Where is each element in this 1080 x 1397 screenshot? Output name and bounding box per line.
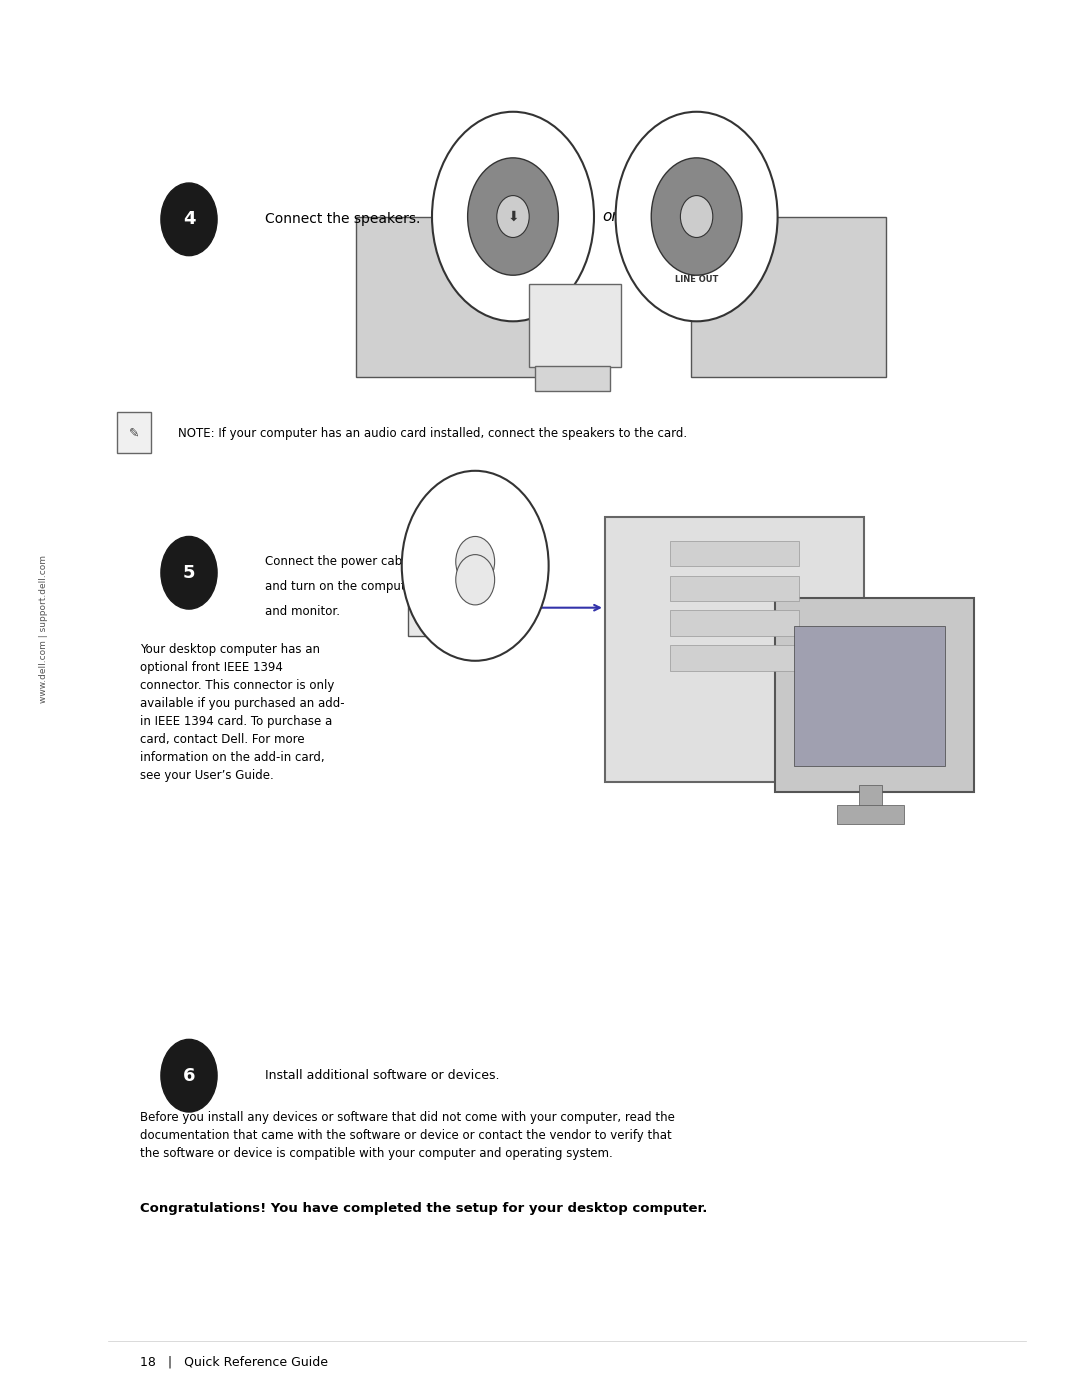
Circle shape [456, 555, 495, 605]
Circle shape [446, 587, 472, 620]
Text: or: or [603, 210, 618, 224]
Circle shape [161, 1039, 217, 1112]
Text: Connect the power cables: Connect the power cables [265, 555, 418, 569]
Circle shape [432, 112, 594, 321]
FancyBboxPatch shape [691, 217, 886, 377]
FancyBboxPatch shape [356, 217, 551, 377]
FancyBboxPatch shape [837, 805, 904, 824]
FancyBboxPatch shape [670, 541, 799, 566]
Text: Before you install any devices or software that did not come with your computer,: Before you install any devices or softwa… [140, 1111, 675, 1160]
FancyBboxPatch shape [408, 549, 499, 636]
Text: Connect the speakers.: Connect the speakers. [265, 212, 420, 226]
Text: ⬇: ⬇ [508, 210, 518, 224]
FancyBboxPatch shape [670, 576, 799, 601]
FancyBboxPatch shape [794, 626, 945, 766]
FancyBboxPatch shape [670, 610, 799, 636]
Text: and monitor.: and monitor. [265, 605, 339, 619]
Circle shape [651, 158, 742, 275]
Text: www.dell.com | support.dell.com: www.dell.com | support.dell.com [39, 555, 48, 703]
Text: Install additional software or devices.: Install additional software or devices. [265, 1069, 499, 1083]
Circle shape [616, 112, 778, 321]
FancyBboxPatch shape [670, 645, 799, 671]
Circle shape [468, 158, 558, 275]
FancyBboxPatch shape [117, 412, 151, 453]
FancyBboxPatch shape [605, 517, 864, 782]
Text: 4: 4 [183, 211, 195, 228]
FancyBboxPatch shape [529, 284, 621, 367]
Circle shape [161, 183, 217, 256]
Circle shape [497, 196, 529, 237]
FancyBboxPatch shape [535, 366, 610, 391]
Circle shape [446, 563, 472, 597]
Circle shape [161, 536, 217, 609]
Text: and turn on the computer: and turn on the computer [265, 580, 418, 594]
FancyBboxPatch shape [859, 785, 882, 810]
Text: NOTE: If your computer has an audio card installed, connect the speakers to the : NOTE: If your computer has an audio card… [178, 426, 687, 440]
Circle shape [456, 536, 495, 587]
Circle shape [680, 196, 713, 237]
Circle shape [402, 471, 549, 661]
Text: 18   |   Quick Reference Guide: 18 | Quick Reference Guide [140, 1355, 328, 1369]
Text: 5: 5 [183, 564, 195, 581]
Text: LINE OUT: LINE OUT [675, 275, 718, 284]
FancyBboxPatch shape [775, 598, 974, 792]
Text: Congratulations! You have completed the setup for your desktop computer.: Congratulations! You have completed the … [140, 1201, 707, 1215]
Text: ✎: ✎ [129, 426, 139, 440]
Text: 6: 6 [183, 1067, 195, 1084]
Text: Your desktop computer has an
optional front IEEE 1394
connector. This connector : Your desktop computer has an optional fr… [140, 643, 345, 781]
